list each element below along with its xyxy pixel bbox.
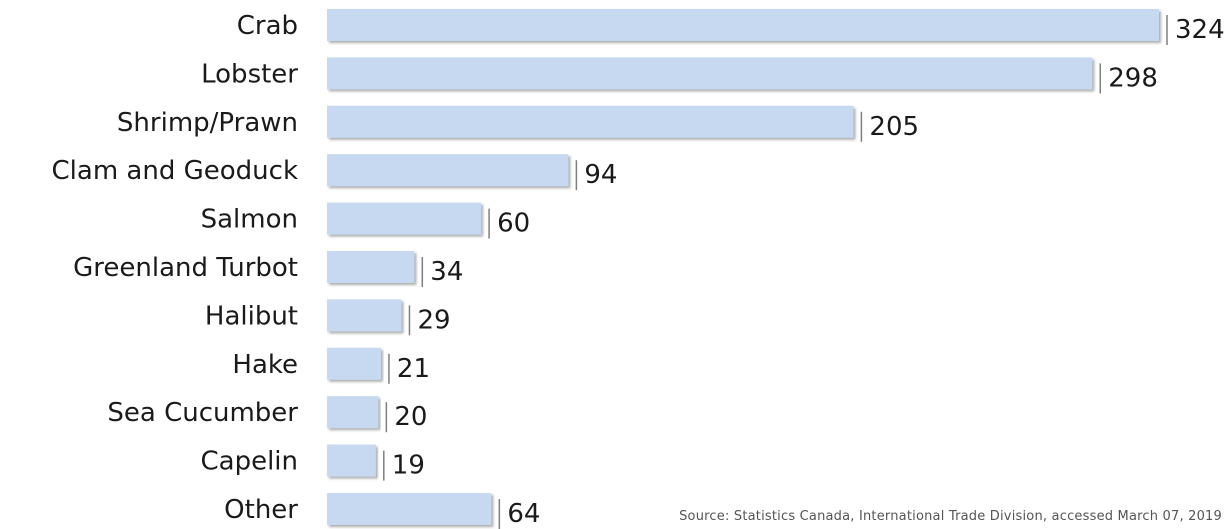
bar-greenland-turbot bbox=[327, 251, 415, 283]
category-label-lobster: Lobster bbox=[201, 59, 298, 89]
bar-shrimp-prawn bbox=[327, 105, 854, 138]
value-label-salmon: 60 bbox=[497, 209, 530, 239]
value-label-crab: 324 bbox=[1175, 15, 1225, 45]
bar-halibut bbox=[327, 299, 402, 332]
value-label-greenland-turbot: 34 bbox=[430, 257, 463, 287]
bar-crab bbox=[327, 9, 1159, 41]
category-label-clam-and-geoduck: Clam and Geoduck bbox=[52, 156, 298, 186]
bar-hake bbox=[327, 347, 381, 380]
bar-other bbox=[327, 493, 492, 525]
category-label-greenland-turbot: Greenland Turbot bbox=[73, 253, 298, 283]
value-label-shrimp-prawn: 205 bbox=[869, 112, 919, 142]
value-label-hake: 21 bbox=[397, 354, 430, 384]
bar-capelin bbox=[327, 444, 376, 477]
bar-clam-and-geoduck bbox=[327, 154, 569, 187]
value-label-capelin: 19 bbox=[392, 451, 425, 481]
bar-sea-cucumber bbox=[327, 396, 379, 429]
value-label-clam-and-geoduck: 94 bbox=[584, 160, 617, 190]
category-label-crab: Crab bbox=[237, 11, 298, 41]
bar-lobster bbox=[327, 57, 1093, 90]
value-label-sea-cucumber: 20 bbox=[394, 402, 427, 432]
value-label-halibut: 29 bbox=[417, 305, 450, 335]
value-label-lobster: 298 bbox=[1108, 63, 1158, 93]
category-labels-group: Crab Lobster Shrimp/Prawn Clam and Geoduck S… bbox=[52, 11, 299, 525]
value-labels-group: 324 298 205 94 60 34 29 21 20 19 64 bbox=[392, 15, 1225, 529]
category-label-halibut: Halibut bbox=[205, 301, 298, 331]
source-note: Source: Statistics Canada, International… bbox=[679, 509, 1222, 524]
category-label-sea-cucumber: Sea Cucumber bbox=[107, 398, 298, 428]
category-label-hake: Hake bbox=[232, 350, 298, 380]
bar-salmon bbox=[327, 202, 482, 235]
bars-group bbox=[327, 9, 1168, 529]
category-label-salmon: Salmon bbox=[201, 205, 298, 235]
category-label-capelin: Capelin bbox=[200, 447, 298, 477]
category-label-other: Other bbox=[224, 495, 298, 525]
value-label-other: 64 bbox=[507, 499, 540, 529]
category-label-shrimp-prawn: Shrimp/Prawn bbox=[117, 108, 298, 138]
